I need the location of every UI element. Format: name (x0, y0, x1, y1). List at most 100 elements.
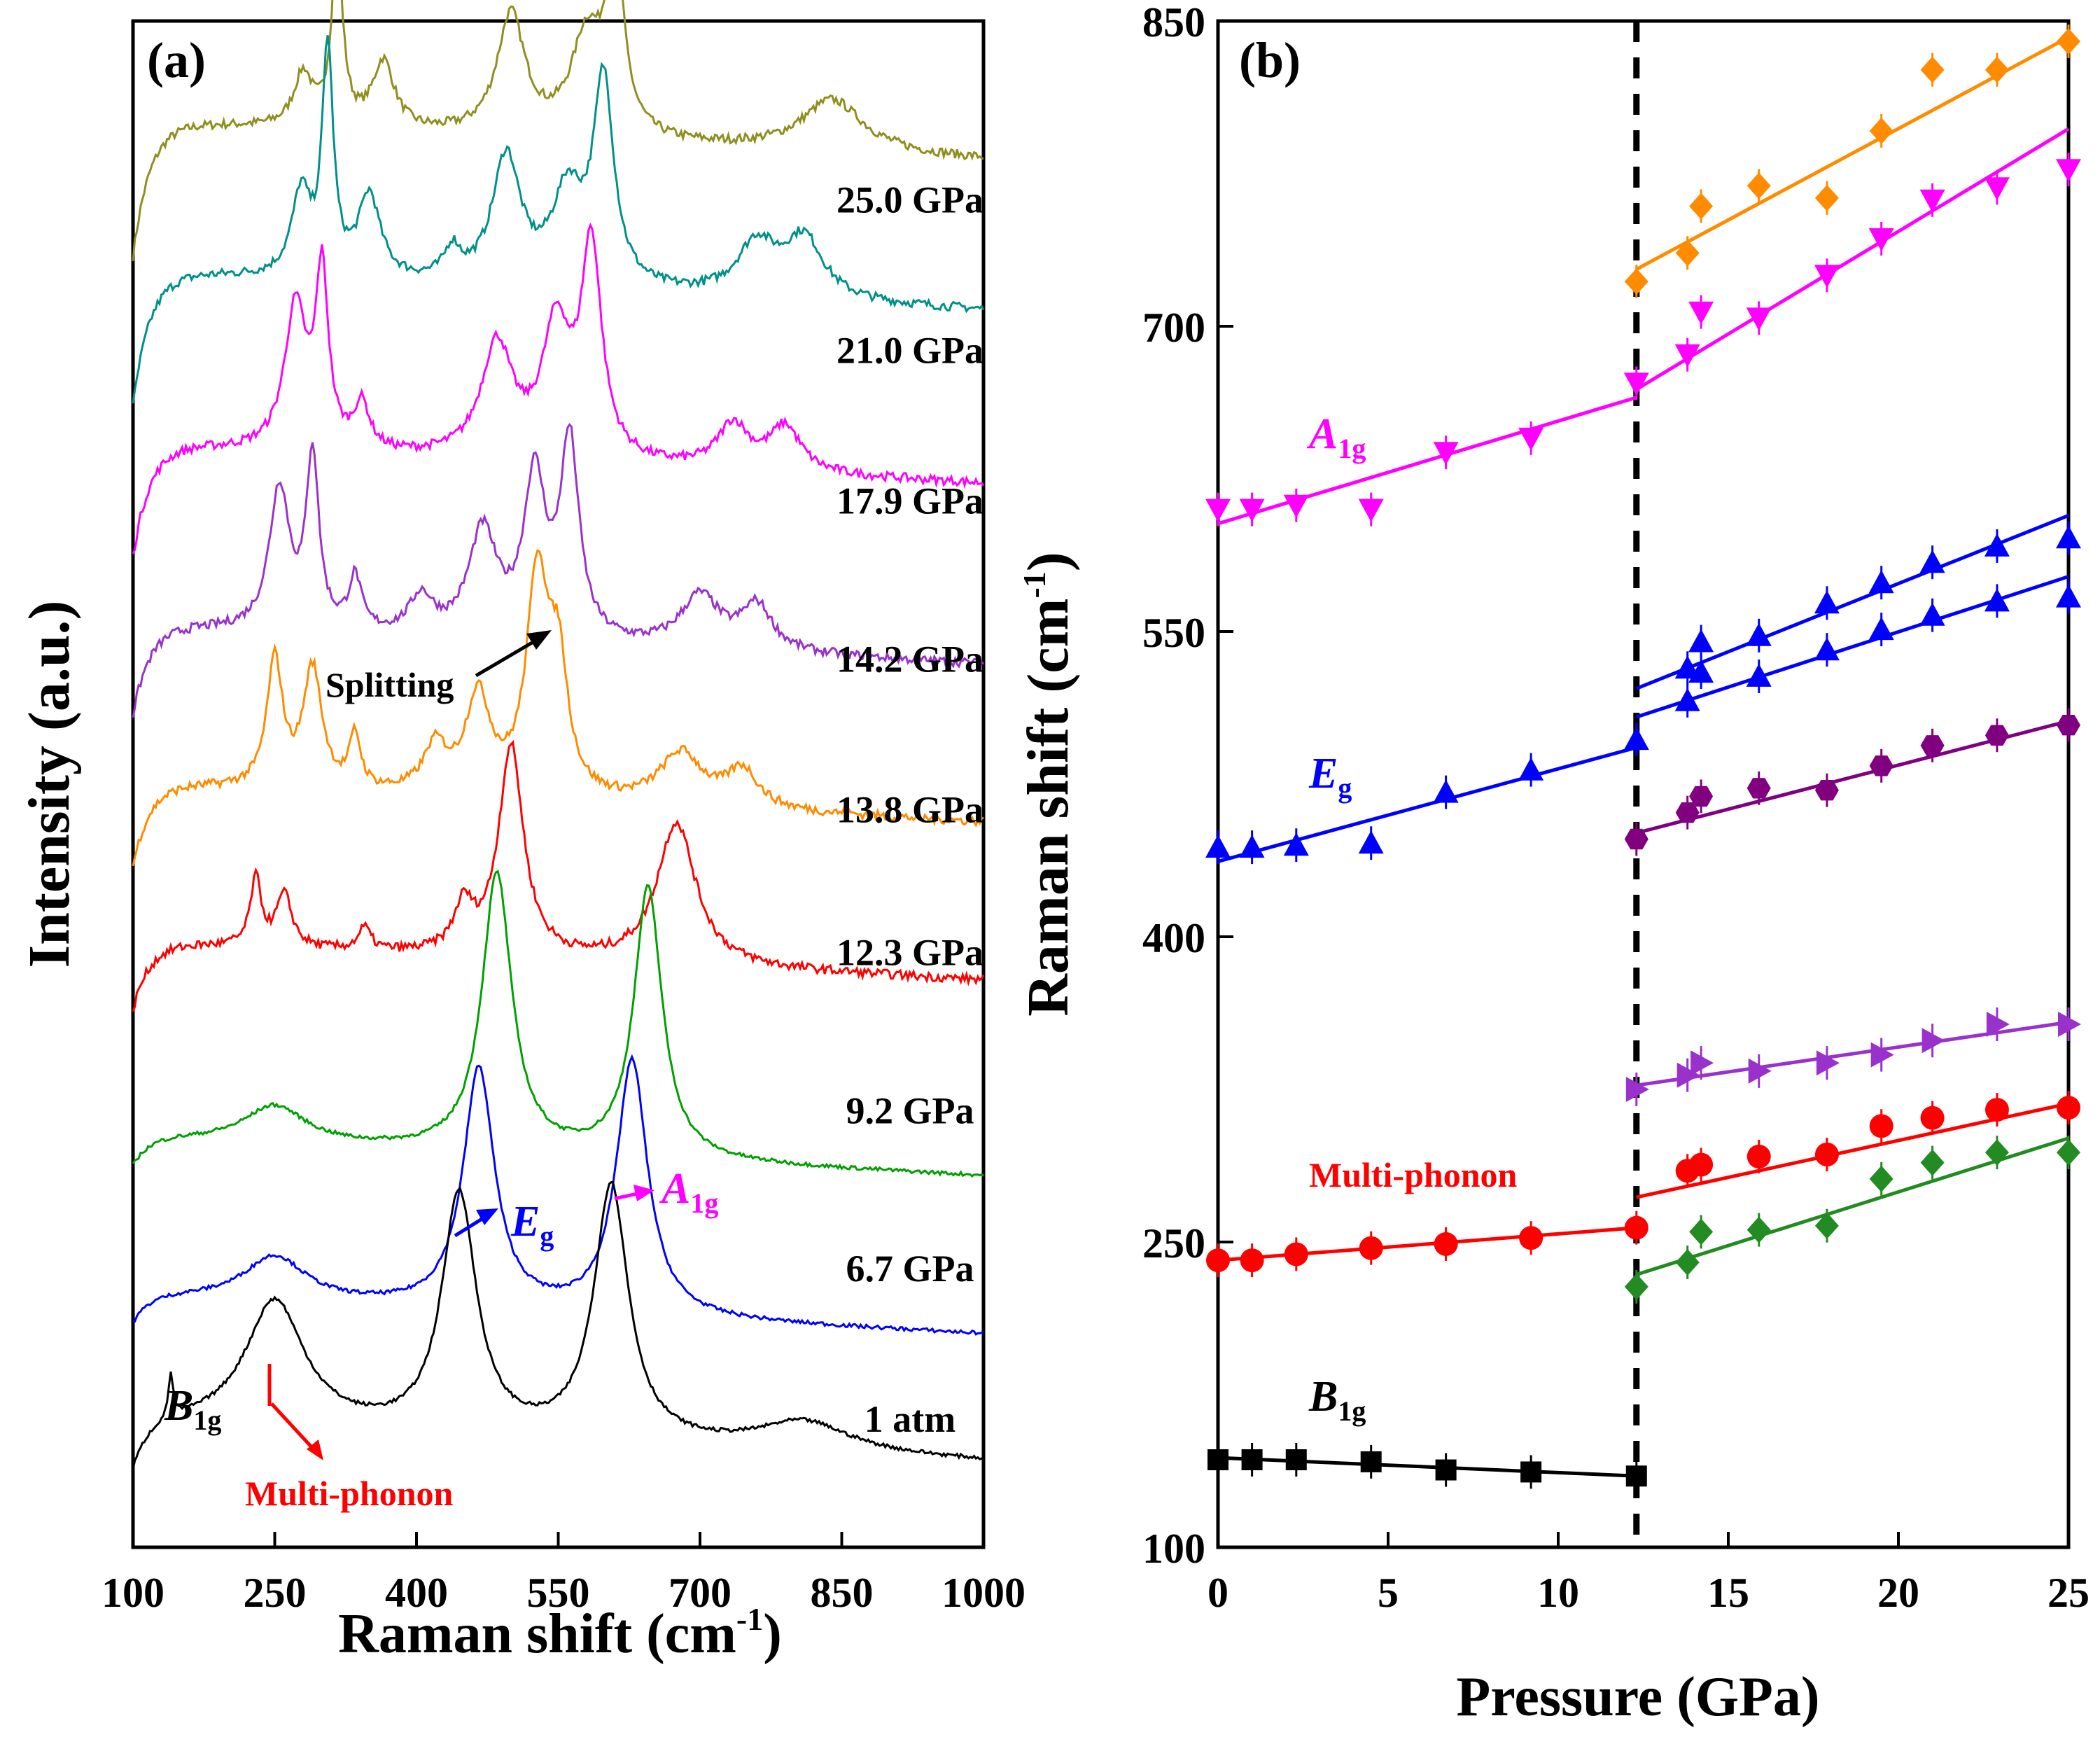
spectrum-label-13-8-gpa: 13.8 GPa (836, 788, 983, 830)
fit-line-eg (1217, 746, 1637, 863)
point-b1g (1625, 1465, 1647, 1487)
point-a1g (1984, 177, 2010, 201)
eg-arrow-head (476, 1208, 498, 1225)
point-eg-split-low (1984, 588, 2010, 612)
b-y-tick-label-250: 250 (1142, 1220, 1205, 1267)
a-x-tick-label-1000: 1000 (941, 1570, 1026, 1616)
spectrum-label-9-2-gpa: 9.2 GPa (846, 1089, 974, 1131)
point-multi-phonon (2057, 1096, 2080, 1120)
a1g-label-b: A1g (1306, 410, 1366, 464)
point-eg-new (2057, 715, 2080, 736)
point-multi-phonon-new (1869, 1165, 1893, 1192)
point-eg-new (1920, 735, 1945, 756)
point-multi-phonon (1984, 1098, 2009, 1122)
b-x-tick-label-5: 5 (1378, 1570, 1399, 1616)
b-y-tick-label-400: 400 (1142, 915, 1205, 961)
multiphonon-label-b: Multi-phonon (1309, 1155, 1518, 1194)
a-x-tick-label-100: 100 (102, 1570, 164, 1616)
point-a1g (1239, 498, 1265, 522)
point-multi-phonon-new (1814, 1212, 1839, 1239)
point-multi-phonon-new (1624, 1273, 1648, 1300)
point-multi-phonon-upper (1676, 1062, 1700, 1088)
point-multi-phonon (1920, 1105, 1945, 1130)
a-x-tick-label-700: 700 (668, 1570, 732, 1616)
b-x-tick-label-25: 25 (2047, 1570, 2090, 1616)
point-a1g (2056, 159, 2081, 183)
point-multi-phonon (1519, 1226, 1544, 1250)
panel-b-frame (1216, 19, 2071, 1549)
fit-line-a1g-2 (1635, 127, 2070, 391)
point-multi-phonon (1746, 1144, 1771, 1169)
spectrum-label-17-9-gpa: 17.9 GPa (836, 480, 983, 522)
point-multi-phonon-new (1746, 1216, 1771, 1243)
point-eg-split-high (1688, 629, 1714, 653)
panel-a-pressure-labels: 25.0 GPa 21.0 GPa 17.9 GPa 14.2 GPa 13.8 GPa… (836, 179, 983, 1441)
point-eg-split-low (1814, 637, 1840, 661)
panel-a: (a) 100 250 400 550 700 850 1000 25.0 GPa 21.0 … (17, 0, 1026, 1665)
point-b1g (1241, 1449, 1263, 1471)
b-x-tick-label-0: 0 (1208, 1570, 1228, 1616)
panel-b: (b) 0 5 10 15 20 25 100 250 400 550 700 850 Pressur… (1016, 0, 2090, 1728)
point-multi-phonon-upper (1748, 1058, 1772, 1084)
panel-a-label: (a) (147, 32, 206, 88)
point-multi-phonon (1434, 1232, 1458, 1256)
a-x-tick-label-250: 250 (244, 1570, 307, 1616)
point-eg-new (1689, 786, 1714, 807)
b-y-tick-label-100: 100 (1142, 1526, 1205, 1572)
annotation-multiphonon-a: Multi-phonon (245, 1364, 454, 1513)
point-eg-split-high (1868, 570, 1894, 594)
point-multi-phonon (1240, 1248, 1264, 1273)
spectrum-17-9-gpa (132, 222, 985, 554)
point-b1g (1360, 1451, 1382, 1472)
panel-b-fit-lines (1217, 36, 2070, 1478)
b-y-tick-label-700: 700 (1142, 305, 1205, 351)
point-multi-phonon-upper (1921, 1028, 1945, 1054)
multiphonon-arrow (270, 1402, 315, 1451)
point-a1g-new (1746, 172, 1771, 200)
fit-line-a1g (1217, 396, 1637, 526)
annotation-b1g: B1g (164, 1382, 221, 1436)
annotation-splitting: Splitting (326, 630, 552, 704)
spectrum-label-6-7-gpa: 6.7 GPa (846, 1248, 974, 1290)
point-multi-phonon (1624, 1215, 1648, 1240)
spectrum-13-8-gpa (132, 549, 984, 867)
point-eg (1433, 779, 1459, 803)
point-eg-new (1814, 780, 1839, 801)
point-a1g-new (1689, 193, 1714, 220)
a1g-arrow-head (634, 1185, 654, 1201)
point-eg-split-high (1746, 622, 1772, 646)
a-x-tick-label-400: 400 (385, 1570, 448, 1616)
panel-b-x-axis-title: Pressure (GPa) (1456, 1666, 1819, 1728)
splitting-arrow (475, 641, 533, 678)
point-multi-phonon (1206, 1248, 1230, 1273)
b1g-label-a: B1g (164, 1382, 221, 1436)
point-eg-new (1746, 778, 1771, 799)
spectrum-25-0-gpa (132, 0, 984, 262)
point-a1g-new (2057, 28, 2080, 55)
spectrum-label-1-atm: 1 atm (864, 1398, 955, 1440)
panel-a-x-axis-title: Raman shift (cm-1) (338, 1601, 782, 1665)
point-multi-phonon (1359, 1236, 1383, 1260)
panel-b-y-axis-title: Raman shift (cm-1) (1016, 552, 1081, 1017)
point-multi-phonon-upper (1870, 1042, 1894, 1068)
point-multi-phonon-upper (1690, 1050, 1714, 1076)
b-x-tick-label-20: 20 (1877, 1570, 1919, 1616)
panel-b-data-points (1205, 25, 2081, 1493)
point-a1g-new (1675, 239, 1700, 267)
spectrum-1-atm (132, 1181, 984, 1470)
fit-line-multi-phonon (1217, 1226, 1637, 1262)
point-a1g (1205, 498, 1231, 522)
point-a1g (1746, 307, 1772, 331)
point-a1g (1283, 494, 1309, 518)
b-x-tick-label-15: 15 (1707, 1570, 1749, 1616)
point-b1g (1285, 1449, 1307, 1471)
point-a1g-new (1624, 268, 1648, 295)
point-eg (1623, 727, 1649, 751)
point-a1g (1919, 189, 1945, 213)
point-a1g-new (1920, 56, 1945, 83)
spectrum-label-21-0-gpa: 21.0 GPa (836, 330, 983, 372)
point-multi-phonon-new (1984, 1139, 2009, 1166)
point-eg-new (1869, 755, 1893, 776)
panel-a-y-axis-title: Intensity (a.u.) (17, 600, 82, 968)
